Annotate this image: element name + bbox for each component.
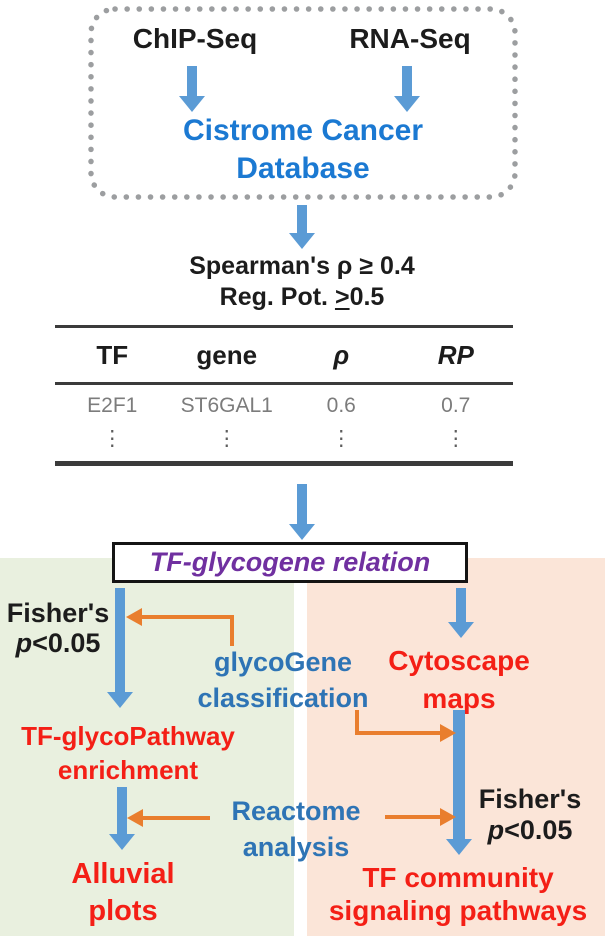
cell-rp: 0.7 [441, 394, 471, 417]
col-header-tf: TF [96, 340, 129, 370]
cistrome-database-label: Cistrome Cancer Database [88, 112, 518, 188]
tf-glycopathway-enrichment-label: TF-glycoPathway enrichment [5, 719, 251, 787]
reactome-to-community-line [385, 815, 442, 819]
alluvial-line2: plots [88, 895, 158, 927]
table-row: E2F1 ST6GAL1 0.6 0.7 [55, 385, 513, 420]
col-header-rp: RP [437, 340, 474, 370]
relation-to-cytoscape-arrow [448, 588, 474, 638]
database-to-threshold-arrow [289, 205, 315, 249]
right-fisher-line1: Fisher's [478, 784, 582, 814]
glycogene-classification-label: glycoGene classification [175, 644, 391, 716]
right-fisher-rest: <0.05 [504, 815, 573, 845]
classification-to-enrichment-line-h [140, 615, 234, 619]
ellipsis-rp: ⋮ [445, 427, 467, 450]
threshold-criteria: Spearman's ρ ≥ 0.4 Reg. Pot. >0.5 [52, 251, 552, 313]
tf-gene-table: TF gene ρ RP E2F1 ST6GAL1 0.6 0.7 ⋮ ⋮ ⋮ … [55, 325, 513, 466]
reactome-to-community-arrowhead [440, 808, 456, 826]
left-fisher-line1: Fisher's [6, 598, 110, 628]
cell-gene: ST6GAL1 [180, 394, 273, 417]
left-branch-background [0, 558, 294, 936]
classification-to-enrichment-arrowhead [126, 608, 142, 626]
regpot-operator: > [334, 283, 350, 311]
cytoscape-to-community-arrow [446, 710, 472, 855]
right-fisher-filter: Fisher's p<0.05 [470, 784, 590, 846]
right-fisher-line2: p<0.05 [470, 815, 590, 846]
right-fisher-p: p [487, 815, 505, 845]
alluvial-line1: Alluvial [71, 858, 175, 890]
left-fisher-p: p [15, 628, 33, 658]
table-to-relation-arrow [289, 484, 315, 540]
regpot-threshold: Reg. Pot. >0.5 [52, 282, 552, 313]
rnaseq-to-database-arrow [394, 66, 420, 112]
col-header-rho: ρ [333, 340, 350, 370]
reactome-to-alluvial-line [141, 816, 210, 820]
cytoscape-maps-label: Cytoscape maps [380, 642, 538, 718]
glycogene-classification-line2: classification [197, 683, 369, 713]
regpot-prefix: Reg. Pot. [219, 283, 335, 311]
table-ellipsis-row: ⋮ ⋮ ⋮ ⋮ [55, 420, 513, 461]
cistrome-database-line2: Database [236, 152, 370, 185]
reactome-line1: Reactome [231, 796, 361, 826]
relation-to-enrichment-arrow [107, 588, 133, 708]
left-fisher-rest: <0.05 [32, 628, 101, 658]
ellipsis-rho: ⋮ [330, 427, 352, 450]
enrichment-to-alluvial-arrow [109, 787, 135, 850]
left-fisher-line2: p<0.05 [0, 628, 116, 658]
alluvial-plots-label: Alluvial plots [48, 856, 198, 930]
tf-community-pathways-label: TF community signaling pathways [310, 861, 605, 927]
classification-to-community-line-v [355, 710, 359, 735]
cistrome-database-line1: Cistrome Cancer [182, 114, 424, 147]
cell-tf: E2F1 [87, 394, 138, 417]
community-line2: signaling pathways [328, 895, 588, 926]
ellipsis-gene: ⋮ [216, 427, 238, 450]
chipseq-to-database-arrow [179, 66, 205, 112]
cytoscape-line2: maps [422, 683, 496, 714]
classification-to-community-line-h [355, 731, 442, 735]
tf-glycogene-relation-label: TF-glycogene relation [149, 547, 431, 577]
reactome-to-alluvial-arrowhead [127, 809, 143, 827]
community-line1: TF community [362, 862, 554, 893]
col-header-gene: gene [196, 340, 258, 370]
cytoscape-line1: Cytoscape [388, 645, 530, 676]
spearman-threshold: Spearman's ρ ≥ 0.4 [189, 252, 415, 280]
cell-rho: 0.6 [326, 394, 356, 417]
left-fisher-filter: Fisher's p<0.05 [0, 598, 116, 658]
tf-glycogene-relation-box: TF-glycogene relation [112, 542, 468, 583]
enrichment-line2: enrichment [57, 755, 199, 785]
classification-to-enrichment-line-v [230, 615, 234, 646]
ellipsis-tf: ⋮ [101, 427, 123, 450]
glycogene-classification-line1: glycoGene [213, 647, 353, 677]
reactome-line2: analysis [242, 832, 350, 862]
rna-seq-label: RNA-Seq [349, 23, 471, 54]
enrichment-line1: TF-glycoPathway [21, 721, 235, 751]
chip-seq-label: ChIP-Seq [132, 23, 258, 54]
table-header-row: TF gene ρ RP [55, 325, 513, 385]
classification-to-community-arrowhead [440, 724, 456, 742]
reactome-analysis-label: Reactome analysis [210, 793, 382, 865]
regpot-value: 0.5 [349, 283, 385, 311]
